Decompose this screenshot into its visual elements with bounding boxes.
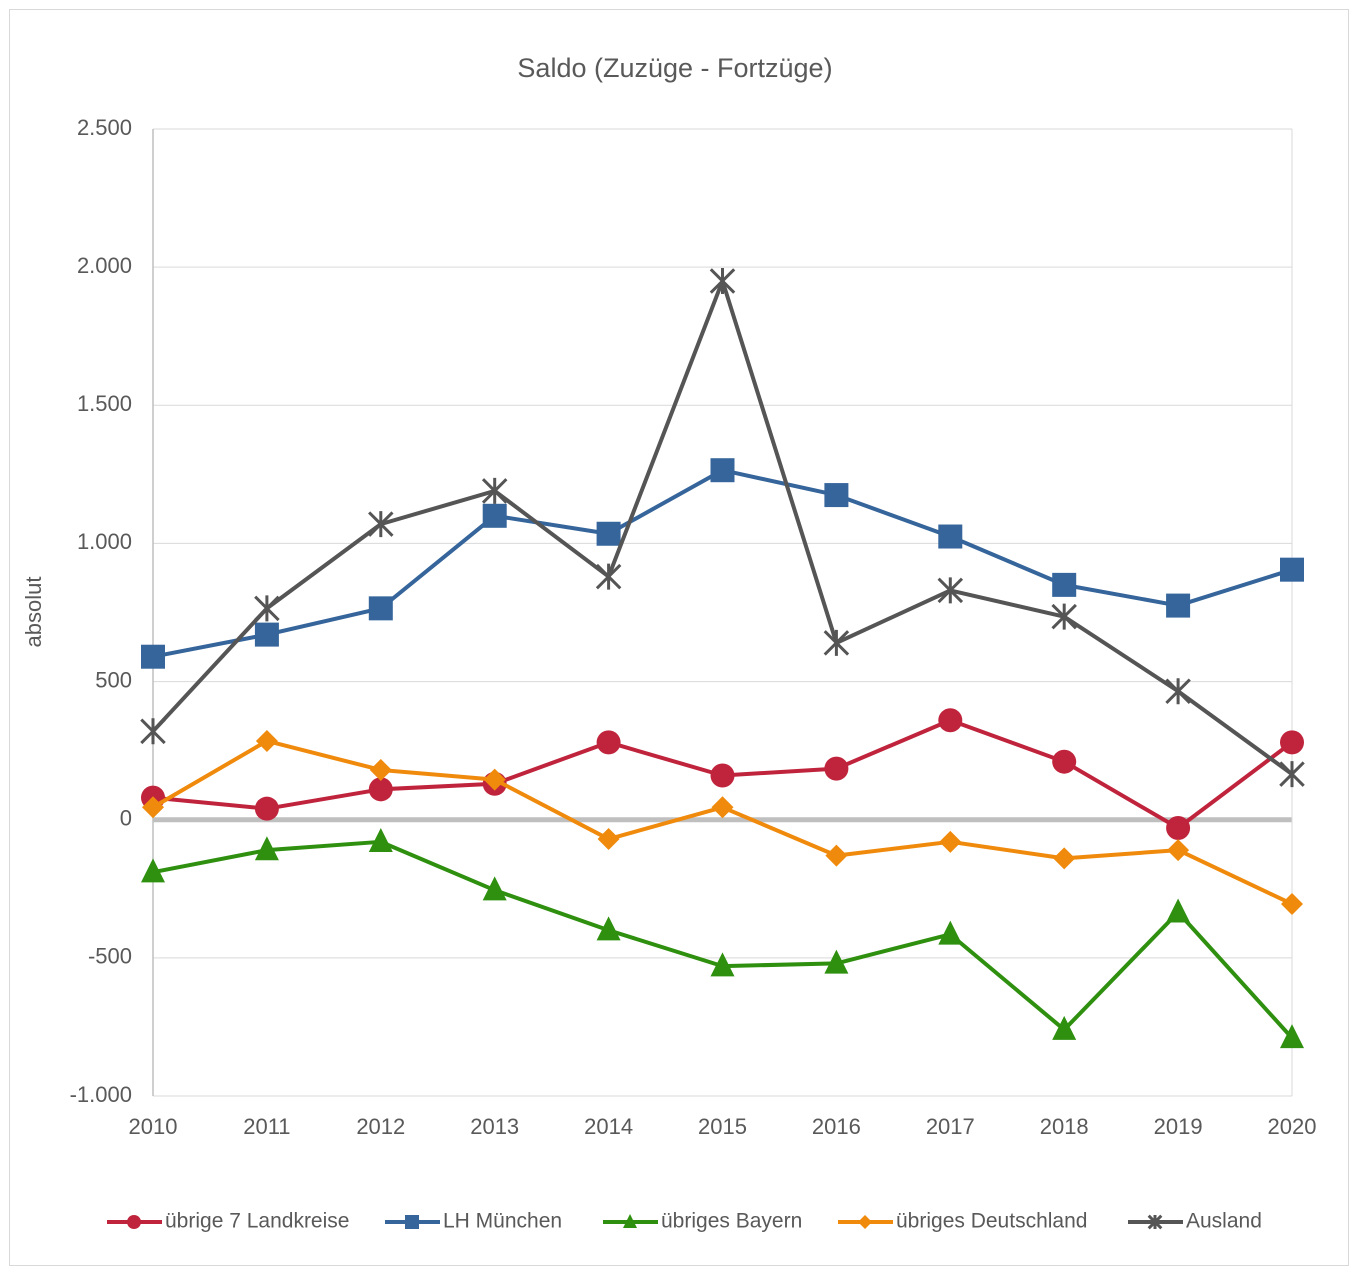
x-tick-label: 2017 [926, 1114, 975, 1139]
marker [254, 595, 280, 622]
marker [710, 458, 735, 483]
x-tick-label: 2010 [129, 1114, 178, 1139]
marker [481, 477, 508, 504]
marker [597, 828, 620, 851]
y-tick-label: -1.000 [70, 1082, 132, 1107]
marker [596, 730, 621, 755]
marker [1051, 603, 1077, 630]
marker [1052, 572, 1077, 597]
marker [938, 524, 963, 549]
marker [825, 844, 848, 867]
marker [368, 828, 393, 853]
x-tick-label: 2019 [1154, 1114, 1203, 1139]
marker [1280, 557, 1304, 582]
marker [824, 949, 849, 974]
x-tick-label: 2014 [584, 1114, 633, 1139]
marker [1280, 1024, 1304, 1049]
legend-label: LH München [443, 1210, 562, 1233]
chart-border [9, 9, 1349, 1266]
marker [1166, 898, 1191, 923]
marker [710, 763, 735, 788]
marker [482, 876, 507, 901]
y-axis-label: absolut [21, 577, 46, 648]
marker [483, 768, 506, 791]
marker [1281, 892, 1303, 915]
legend-label: übriges Bayern [661, 1210, 802, 1233]
marker [939, 830, 962, 853]
x-tick-label: 2018 [1040, 1114, 1089, 1139]
marker [823, 629, 850, 656]
x-tick-label: 2013 [470, 1114, 519, 1139]
marker [254, 796, 279, 821]
legend-label: übrige 7 Landkreise [165, 1210, 349, 1233]
marker [1167, 839, 1190, 862]
marker [141, 858, 165, 883]
marker [596, 521, 621, 546]
y-tick-label: 1.500 [77, 391, 132, 416]
marker [482, 503, 507, 528]
marker [1052, 749, 1077, 774]
marker [1165, 678, 1191, 705]
marker [824, 756, 849, 781]
y-tick-label: 2.000 [77, 253, 132, 278]
marker [938, 708, 963, 733]
marker [1052, 1015, 1077, 1040]
x-tick-label: 2016 [812, 1114, 861, 1139]
legend-marker [1147, 1214, 1163, 1230]
marker [142, 796, 164, 819]
marker [368, 777, 393, 802]
marker [254, 836, 279, 861]
marker [710, 952, 735, 977]
marker [140, 718, 166, 745]
marker [255, 729, 278, 752]
legend-marker [623, 1213, 637, 1228]
x-tick-label: 2012 [356, 1114, 405, 1139]
y-tick-label: -500 [88, 944, 132, 969]
marker [1166, 593, 1191, 618]
marker [369, 758, 392, 781]
marker [937, 577, 964, 604]
legend-label: Ausland [1186, 1210, 1262, 1233]
chart-title: Saldo (Zuzüge - Fortzüge) [517, 53, 832, 83]
marker [596, 916, 621, 941]
legend-marker [127, 1215, 141, 1229]
marker [254, 622, 279, 647]
marker [1053, 847, 1076, 870]
x-tick-label: 2011 [243, 1114, 290, 1139]
x-tick-label: 2015 [698, 1114, 747, 1139]
y-tick-label: 1.000 [77, 529, 132, 554]
legend-marker [405, 1215, 419, 1229]
marker [141, 644, 165, 669]
y-tick-label: 0 [120, 806, 132, 831]
marker [709, 267, 736, 294]
legend-label: übriges Deutschland [896, 1210, 1087, 1233]
marker [1166, 816, 1191, 841]
marker [711, 796, 734, 819]
y-tick-label: 500 [95, 667, 132, 692]
marker [1280, 730, 1304, 755]
marker [368, 511, 394, 538]
x-tick-label: 2020 [1268, 1114, 1317, 1139]
legend-marker [858, 1215, 872, 1229]
marker [824, 483, 849, 508]
marker [368, 596, 393, 621]
marker [938, 920, 963, 945]
marker [595, 563, 622, 590]
marker [1279, 761, 1305, 788]
y-tick-label: 2.500 [77, 115, 132, 140]
